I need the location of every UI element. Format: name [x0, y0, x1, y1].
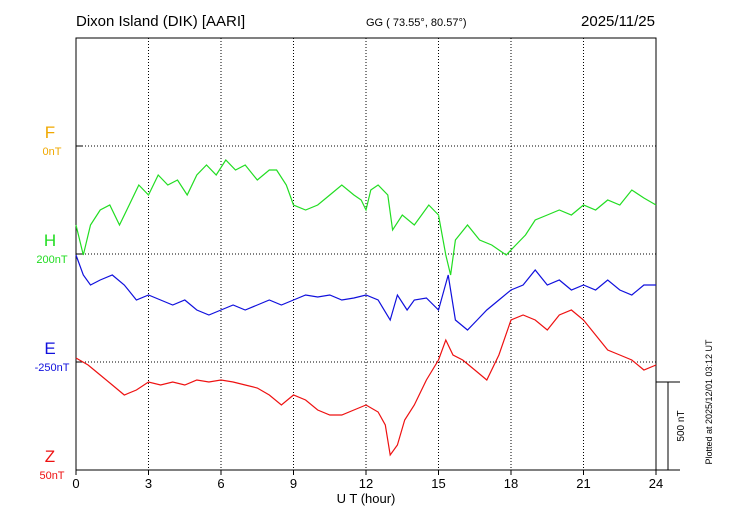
x-tick-label: 15 [431, 476, 445, 491]
x-tick-label: 6 [217, 476, 224, 491]
series-labels: F 0nT H 200nT E -250nT Z 50nT [35, 123, 70, 482]
station-coords: GG ( 73.55°, 80.57°) [366, 17, 467, 29]
scale-bar: 500 nT [656, 381, 687, 471]
x-axis: 0 3 6 9 12 15 18 21 24 [72, 470, 663, 491]
series-offset-e: -250nT [35, 362, 70, 374]
series-offset-z: 50nT [39, 470, 64, 482]
series-layer [75, 159, 657, 457]
series-label-z: Z [45, 447, 55, 466]
series-label-h: H [44, 231, 56, 250]
grid-lines [76, 38, 656, 471]
series-offset-f: 0nT [43, 146, 62, 158]
scale-label: 500 nT [676, 410, 687, 441]
series-label-f: F [45, 123, 55, 142]
x-tick-label: 18 [504, 476, 518, 491]
plotted-timestamp: Plotted at 2025/12/01 03:12 UT [704, 339, 714, 465]
series-offset-h: 200nT [36, 254, 67, 266]
x-tick-label: 12 [359, 476, 373, 491]
x-tick-label: 3 [145, 476, 152, 491]
series-z-line [75, 309, 657, 457]
station-title: Dixon Island (DIK) [AARI] [76, 13, 245, 30]
x-tick-label: 24 [649, 476, 663, 491]
series-e-line [75, 254, 656, 331]
x-axis-label: U T (hour) [337, 491, 396, 506]
series-h-line [75, 159, 657, 276]
x-tick-label: 0 [72, 476, 79, 491]
plot-date: 2025/11/25 [581, 13, 655, 30]
series-label-e: E [44, 339, 55, 358]
x-tick-label: 9 [290, 476, 297, 491]
x-tick-label: 21 [576, 476, 590, 491]
